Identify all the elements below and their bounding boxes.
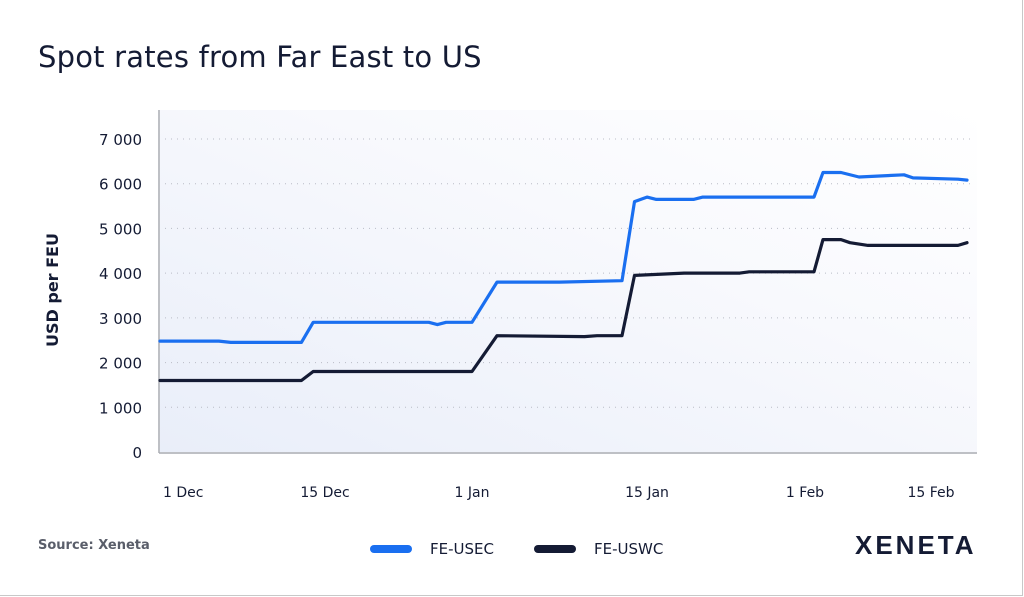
- x-tick-label: 15 Jan: [625, 485, 669, 501]
- y-axis-label: USD per FEU: [43, 233, 62, 347]
- x-tick-label: 15 Dec: [300, 485, 349, 501]
- legend-label-fe-usec: FE-USEC: [430, 540, 494, 558]
- y-tick-label: 6 000: [99, 176, 142, 194]
- legend-swatch-fe-usec: [370, 545, 412, 553]
- legend: FE-USEC FE-USWC: [370, 540, 703, 558]
- x-tick-label: 1 Feb: [786, 485, 824, 501]
- x-tick-label: 15 Feb: [907, 485, 954, 501]
- x-tick-label: 1 Dec: [163, 485, 203, 501]
- xeneta-logo: XENETA: [855, 530, 977, 560]
- y-tick-label: 4 000: [99, 265, 142, 283]
- legend-label-fe-uswc: FE-USWC: [593, 540, 664, 558]
- y-tick-label: 0: [132, 444, 142, 462]
- y-tick-label: 2 000: [99, 355, 142, 373]
- source-note: Source: Xeneta: [38, 538, 150, 553]
- y-tick-label: 3 000: [99, 310, 142, 328]
- chart-title: Spot rates from Far East to US: [38, 40, 482, 74]
- x-tick-label: 1 Jan: [455, 485, 490, 501]
- series-line-fe-uswc: [158, 238, 969, 383]
- y-tick-label: 1 000: [99, 399, 142, 417]
- y-tick-label: 7 000: [99, 131, 142, 149]
- legend-swatch-fe-uswc: [533, 545, 576, 553]
- y-tick-label: 5 000: [99, 220, 142, 238]
